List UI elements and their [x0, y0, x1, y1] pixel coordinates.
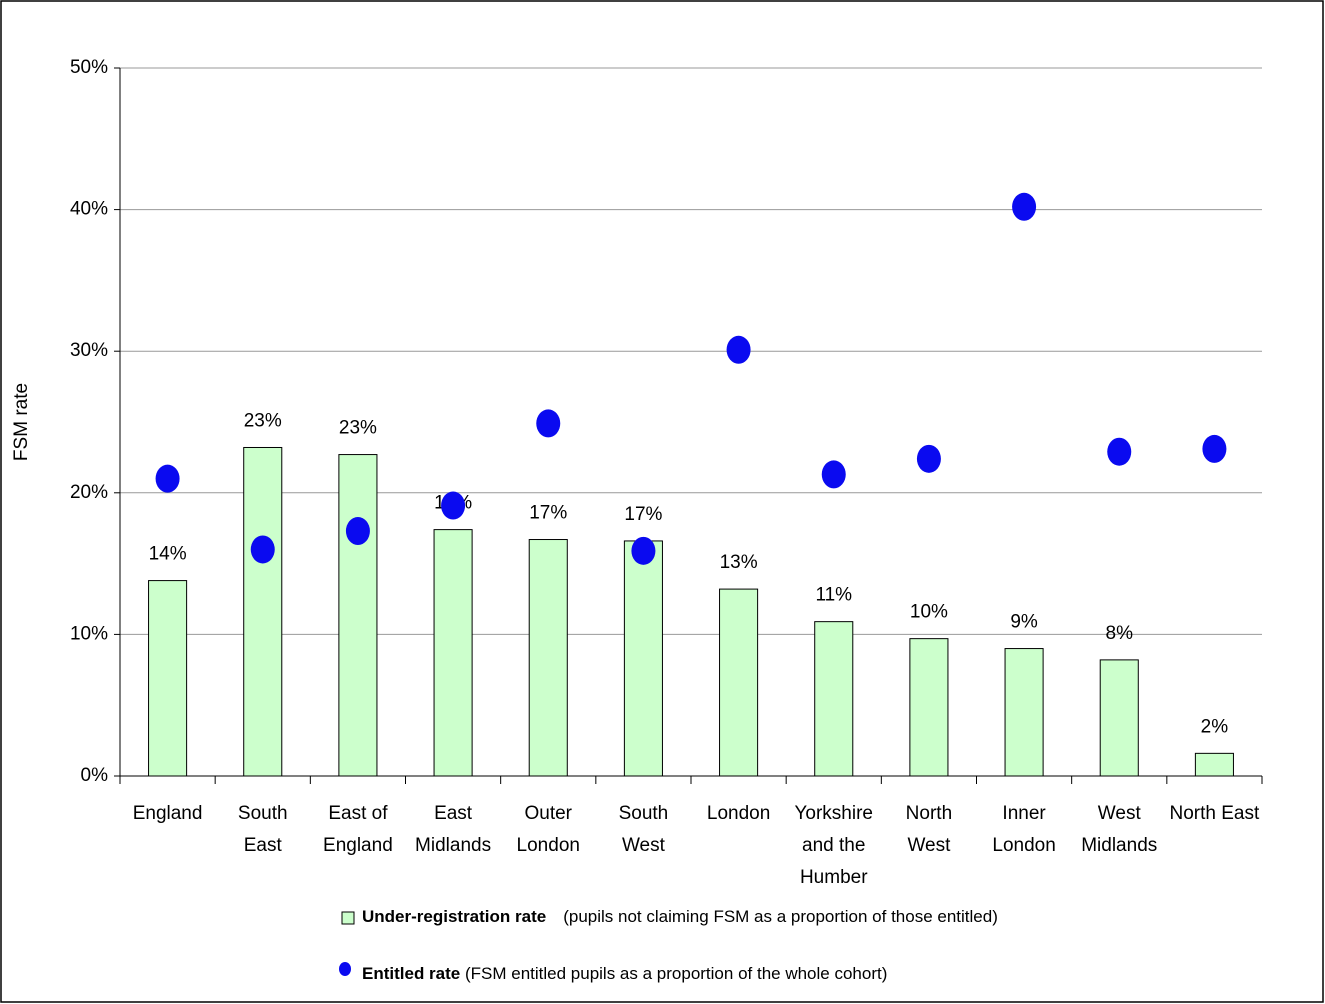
y-tick-label: 10%: [70, 623, 108, 644]
dot: [1202, 434, 1227, 463]
x-tick-label: England: [132, 803, 203, 824]
x-tick-label: London: [706, 803, 771, 824]
bar: [719, 588, 759, 777]
bar: [528, 539, 568, 777]
y-tick-label: 50%: [70, 57, 108, 78]
y-tick-label: 20%: [70, 482, 108, 503]
x-tick-label: North West: [905, 803, 953, 856]
dot: [1107, 437, 1132, 466]
value-label: 23%: [339, 418, 377, 439]
y-axis-label: FSM rate: [11, 383, 32, 461]
bar: [338, 454, 378, 777]
bar: [148, 580, 188, 777]
legend-note: (pupils not claiming FSM as a proportion…: [563, 907, 998, 926]
bar: [1194, 752, 1234, 777]
value-label: 2%: [1201, 716, 1229, 737]
dot: [536, 409, 561, 438]
value-label: 13%: [720, 552, 758, 573]
value-label: 17%: [624, 504, 662, 525]
x-tick-label: Outer London: [516, 803, 580, 856]
value-label: 11%: [815, 585, 852, 606]
x-tick-label: West Midlands: [1081, 803, 1158, 856]
bar: [909, 638, 949, 777]
dot: [821, 460, 846, 489]
dot: [916, 444, 941, 473]
dot: [250, 535, 275, 564]
x-tick-label: East of England: [323, 803, 393, 856]
dot: [726, 335, 751, 364]
legend-swatch: [339, 962, 351, 976]
bar: [433, 529, 473, 777]
y-tick-label: 30%: [70, 340, 108, 361]
legend-note: (FSM entitled pupils as a proportion of …: [464, 964, 888, 983]
dot: [155, 464, 180, 493]
dot: [345, 517, 370, 546]
legend-entry: Entitled rate (FSM entitled pupils as a …: [362, 964, 887, 984]
value-label: 8%: [1106, 623, 1134, 644]
value-label: 23%: [244, 411, 282, 432]
x-tick-label: Yorkshire and the Humber: [794, 803, 873, 888]
y-tick-label: 0%: [81, 765, 109, 786]
bar: [1099, 659, 1139, 777]
legend-name: Under-registration rate: [362, 907, 547, 926]
dot: [1012, 192, 1037, 221]
value-label: 14%: [149, 544, 187, 565]
bar: [623, 540, 663, 777]
x-tick-label: South East: [237, 803, 288, 856]
legend-entry: Under-registration rate (pupils not clai…: [362, 907, 998, 927]
y-tick-label: 40%: [70, 199, 108, 220]
bar: [1004, 648, 1044, 777]
bar: [243, 446, 283, 777]
x-tick-label: Inner London: [992, 803, 1056, 856]
value-label: 17%: [529, 503, 567, 524]
dot: [441, 491, 466, 520]
value-label: 9%: [1010, 612, 1038, 633]
x-tick-label: North East: [1169, 803, 1260, 824]
x-tick-label: East Midlands: [415, 803, 492, 856]
bar: [814, 621, 854, 777]
dot: [631, 536, 656, 565]
legend-name: Entitled rate: [362, 964, 461, 983]
value-label: 10%: [910, 602, 948, 623]
legend-swatch: [341, 911, 355, 925]
x-tick-label: South West: [618, 803, 669, 856]
